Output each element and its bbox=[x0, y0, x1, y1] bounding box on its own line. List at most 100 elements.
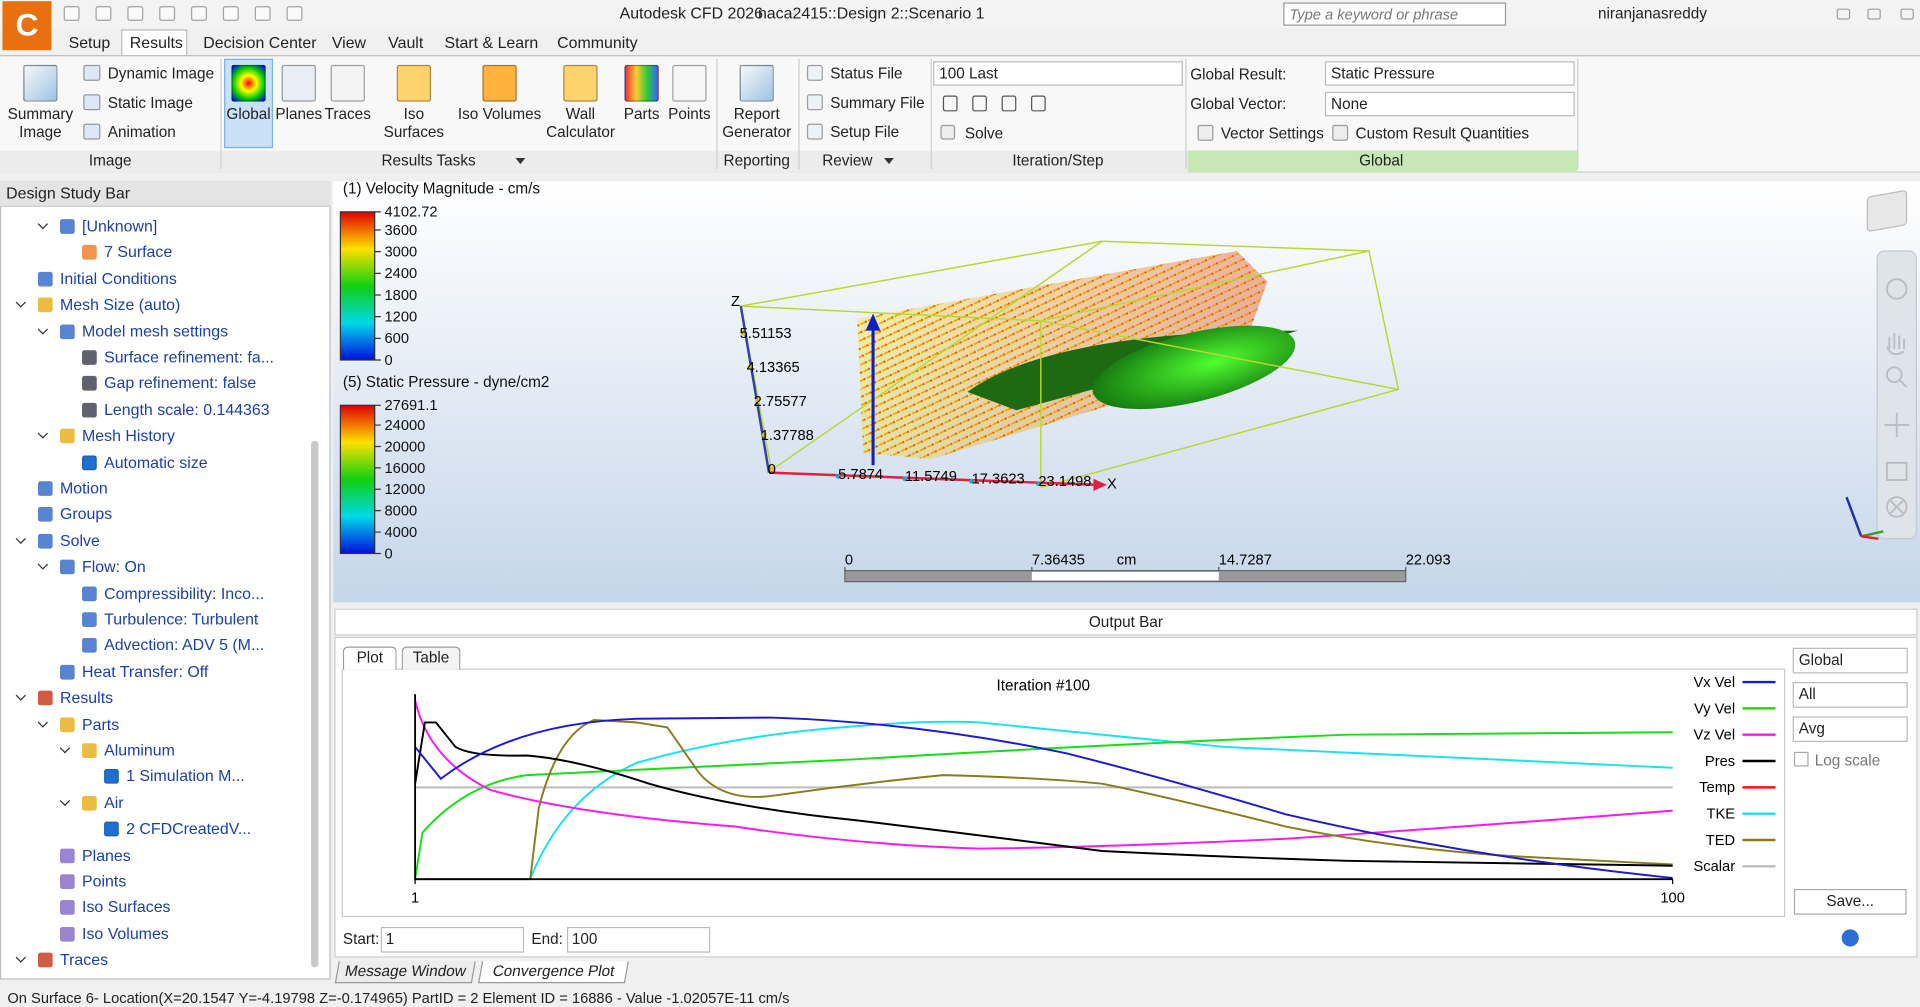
tree-item[interactable]: Motion bbox=[60, 478, 108, 498]
review-icon bbox=[806, 64, 823, 81]
tree-checkbox[interactable] bbox=[104, 821, 119, 837]
summary-image[interactable]: Summary Image bbox=[7, 105, 74, 141]
tree-item[interactable]: Parts bbox=[82, 714, 120, 733]
x-tick-label: 100 bbox=[1660, 890, 1685, 906]
playback-button[interactable] bbox=[1001, 95, 1017, 112]
image-command[interactable]: Dynamic Image bbox=[107, 64, 215, 83]
task-button[interactable]: Wall Calculator bbox=[546, 105, 616, 141]
tree-item[interactable]: Planes bbox=[82, 845, 131, 864]
tree-item[interactable]: Aluminum bbox=[104, 740, 175, 760]
wrench-icon bbox=[1197, 124, 1214, 141]
bottom-tab[interactable]: Message Window bbox=[334, 961, 476, 984]
tree-item[interactable]: Heat Transfer: Off bbox=[82, 662, 209, 681]
tree-item[interactable]: 7 Surface bbox=[104, 242, 173, 262]
tree-item[interactable]: Compressibility: Inco... bbox=[104, 583, 265, 602]
menu-tab[interactable]: Vault bbox=[388, 33, 424, 52]
tree-item[interactable]: Groups bbox=[60, 504, 113, 524]
report-generator[interactable]: Report Generator bbox=[722, 105, 792, 141]
separator bbox=[930, 58, 932, 169]
group-label: Reporting bbox=[723, 151, 790, 169]
tree-item[interactable]: Air bbox=[104, 793, 124, 812]
tree-item[interactable]: Flow: On bbox=[82, 557, 146, 576]
task-button[interactable]: Planes bbox=[275, 105, 323, 123]
save-button[interactable]: Save... bbox=[1793, 888, 1907, 915]
tree-item[interactable]: Length scale: 0.144363 bbox=[104, 400, 270, 419]
plot-tab[interactable]: Plot bbox=[342, 646, 397, 670]
end-label: End: bbox=[531, 930, 563, 948]
app-icon[interactable]: C bbox=[2, 1, 52, 51]
tree-item[interactable]: Initial Conditions bbox=[60, 269, 177, 288]
view-cube[interactable] bbox=[1866, 190, 1908, 232]
tree-item[interactable]: Mesh History bbox=[82, 426, 175, 445]
step-dropdown[interactable]: 100 Last bbox=[933, 61, 1183, 86]
toolbar-icon bbox=[222, 6, 239, 21]
navigation-bar[interactable] bbox=[1876, 250, 1917, 540]
tree-item[interactable]: Turbulence: Turbulent bbox=[104, 609, 259, 629]
tree-item[interactable]: Results bbox=[60, 688, 114, 707]
tree-item[interactable]: Solve bbox=[60, 531, 100, 550]
task-icon bbox=[231, 64, 266, 102]
playback-button[interactable] bbox=[972, 95, 987, 112]
colorbar bbox=[339, 211, 376, 361]
log-checkbox[interactable] bbox=[1793, 751, 1809, 767]
menu-tab[interactable]: View bbox=[331, 33, 367, 52]
start-label: Start: bbox=[342, 930, 380, 948]
task-button[interactable]: Global bbox=[226, 105, 271, 123]
triad-x bbox=[1861, 535, 1879, 540]
task-button[interactable]: Points bbox=[668, 105, 711, 123]
image-command[interactable]: Static Image bbox=[107, 94, 193, 112]
legend-label: Temp bbox=[1699, 780, 1735, 796]
start-input[interactable]: 1 bbox=[380, 926, 525, 953]
menu-tab[interactable]: Community bbox=[557, 33, 638, 52]
review-command[interactable]: Setup File bbox=[830, 123, 900, 141]
task-icon bbox=[281, 64, 316, 102]
menu-tab[interactable]: Setup bbox=[68, 33, 111, 52]
tree-item[interactable]: Automatic size bbox=[104, 452, 208, 471]
plot-dropdown[interactable]: Avg bbox=[1792, 716, 1908, 743]
playback-button[interactable] bbox=[942, 95, 958, 112]
custom-result-quantities[interactable]: Custom Result Quantities bbox=[1355, 124, 1530, 143]
tree-icon bbox=[60, 219, 75, 234]
tree-item[interactable]: Mesh Size (auto) bbox=[60, 295, 181, 314]
tree-item[interactable]: Advection: ADV 5 (M... bbox=[104, 635, 265, 655]
tree-item[interactable]: Iso Volumes bbox=[82, 924, 169, 943]
tree-item[interactable]: Surface refinement: fa... bbox=[104, 347, 274, 367]
vector-settings[interactable]: Vector Settings bbox=[1220, 124, 1324, 143]
global-vector-dropdown[interactable]: None bbox=[1324, 91, 1575, 117]
legend-label: Scalar bbox=[1693, 859, 1735, 875]
tree-item[interactable]: Points bbox=[82, 871, 127, 891]
review-command[interactable]: Status File bbox=[830, 64, 903, 83]
tree-item[interactable]: Iso Surfaces bbox=[82, 898, 171, 917]
global-result-dropdown[interactable]: Static Pressure bbox=[1324, 61, 1575, 86]
bottom-tab[interactable]: Convergence Plot bbox=[478, 961, 629, 984]
panel-close[interactable] bbox=[304, 184, 321, 204]
task-button[interactable]: Traces bbox=[324, 105, 371, 123]
legend-tick-label: 12000 bbox=[384, 482, 425, 498]
image-command[interactable]: Animation bbox=[107, 123, 176, 141]
tree-item[interactable]: 2 CFDCreatedV... bbox=[126, 819, 252, 838]
menu-tab[interactable]: Decision Center bbox=[203, 33, 317, 52]
plot-tab[interactable]: Table bbox=[401, 646, 461, 670]
review-command[interactable]: Summary File bbox=[830, 94, 925, 112]
plot-dropdown[interactable]: All bbox=[1792, 682, 1908, 708]
task-button[interactable]: Parts bbox=[623, 105, 660, 123]
tree-item[interactable]: Model mesh settings bbox=[82, 321, 229, 340]
playback-button[interactable] bbox=[1031, 95, 1046, 112]
solve-button[interactable]: Solve bbox=[964, 124, 1004, 143]
user-name[interactable]: niranjanasreddy bbox=[1597, 4, 1707, 23]
plot-dropdown[interactable]: Global bbox=[1792, 647, 1908, 674]
menu-tab[interactable]: Results bbox=[129, 33, 183, 52]
tree-checkbox[interactable] bbox=[82, 455, 97, 470]
tree-checkbox[interactable] bbox=[104, 769, 119, 785]
review-icon bbox=[806, 94, 823, 111]
task-button[interactable]: Iso Volumes bbox=[457, 105, 542, 123]
end-input[interactable]: 100 bbox=[566, 926, 711, 953]
search-box[interactable]: Type a keyword or phrase bbox=[1283, 2, 1507, 26]
curve-tke bbox=[529, 720, 1673, 880]
tree-item[interactable]: 1 Simulation M... bbox=[126, 767, 245, 786]
tree-item[interactable]: [Unknown] bbox=[82, 216, 158, 236]
tree-item[interactable]: Traces bbox=[60, 950, 109, 969]
menu-tab[interactable]: Start & Learn bbox=[444, 33, 539, 52]
tree-item[interactable]: Gap refinement: false bbox=[104, 373, 257, 393]
task-button[interactable]: Iso Surfaces bbox=[383, 105, 445, 141]
